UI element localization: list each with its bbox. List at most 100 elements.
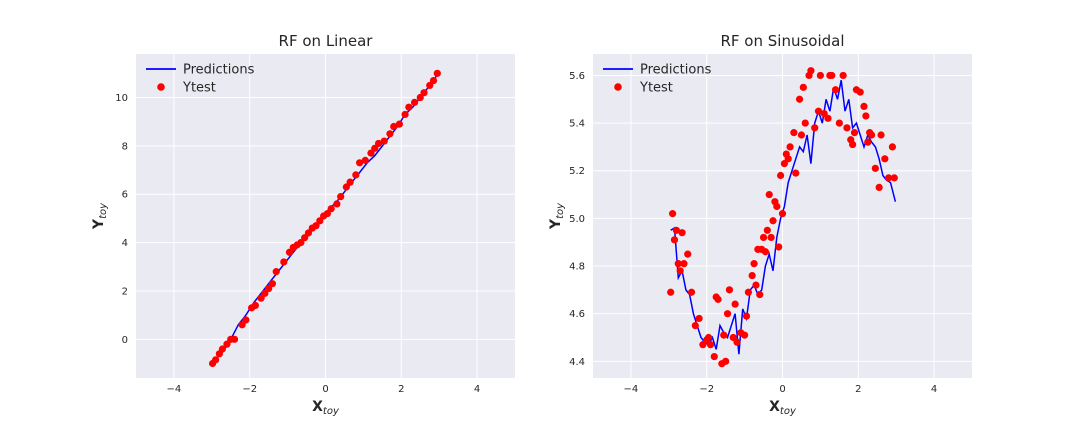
scatter-point-ytest <box>864 138 872 146</box>
scatter-point-ytest <box>676 267 684 275</box>
scatter-point-ytest <box>304 229 313 237</box>
scatter-point-ytest <box>720 331 728 339</box>
scatter-point-ytest <box>733 338 741 346</box>
x-tick-label: 0 <box>322 384 328 395</box>
scatter-point-ytest <box>386 130 394 138</box>
scatter-point-ytest <box>420 89 428 97</box>
scatter-point-ytest <box>218 345 227 353</box>
scatter-point-ytest <box>714 295 722 303</box>
x-axis-label: Xtoy <box>769 399 797 417</box>
scatter-point-ytest <box>230 335 239 343</box>
scatter-point-ytest <box>272 268 280 276</box>
x-axis-label: Xtoy <box>312 399 340 417</box>
y-tick-label: 6 <box>122 190 128 201</box>
scatter-point-ytest <box>337 193 345 201</box>
legend-marker-icon <box>614 83 622 91</box>
scatter-point-ytest <box>792 169 800 177</box>
scatter-point-ytest <box>773 202 781 211</box>
scatter-point-ytest <box>672 226 680 234</box>
scatter-point-ytest <box>759 233 768 242</box>
scatter-point-ytest <box>710 352 718 361</box>
scatter-point-ytest <box>297 238 305 247</box>
scatter-point-ytest <box>752 281 760 289</box>
scatter-point-ytest <box>777 171 785 180</box>
scatter-point-ytest <box>723 310 732 318</box>
scatter-point-ytest <box>280 258 288 266</box>
scatter-point-ytest <box>885 174 893 182</box>
scatter-point-ytest <box>761 248 770 256</box>
scatter-point-ytest <box>261 289 269 297</box>
scatter-point-ytest <box>725 286 734 294</box>
scatter-point-ytest <box>807 67 815 75</box>
y-axis-label: Ytoy <box>91 202 109 230</box>
scatter-point-ytest <box>769 217 777 225</box>
scatter-point-ytest <box>352 171 360 179</box>
y-tick-label: 10 <box>115 93 128 104</box>
scatter-point-ytest <box>323 209 331 218</box>
legend-label: Ytest <box>639 81 673 96</box>
y-axis-label: Ytoy <box>548 202 566 230</box>
legend-label: Predictions <box>183 63 255 78</box>
scatter-point-ytest <box>684 250 692 258</box>
legend: Predictions Ytest <box>146 63 255 96</box>
scatter-point-ytest <box>824 114 832 122</box>
scatter-point-ytest <box>778 210 787 218</box>
scatter-point-ytest <box>750 260 758 268</box>
scatter-point-ytest <box>356 159 364 167</box>
scatter-point-ytest <box>667 288 675 296</box>
scatter-point-ytest <box>285 248 294 256</box>
scatter-point-ytest <box>361 156 369 164</box>
scatter-point-ytest <box>849 140 857 149</box>
scatter-point-ytest <box>877 131 885 139</box>
x-tick-label: 4 <box>474 384 480 395</box>
x-tick-label: −2 <box>242 384 257 395</box>
scatter-point-ytest <box>251 301 259 310</box>
scatter-point-ytest <box>835 119 843 127</box>
scatter-point-ytest <box>888 143 897 151</box>
scatter-point-ytest <box>668 210 677 218</box>
scatter-point-ytest <box>429 76 438 85</box>
data-layer <box>208 69 441 368</box>
scatter-point-ytest <box>867 131 876 139</box>
scatter-point-ytest <box>843 124 851 132</box>
scatter-point-ytest <box>265 284 273 293</box>
x-tick-label: −4 <box>624 384 639 395</box>
scatter-point-ytest <box>816 71 825 80</box>
scatter-point-ytest <box>839 71 847 80</box>
scatter-point-ytest <box>799 83 807 91</box>
scatter-point-ytest <box>410 98 419 106</box>
scatter-point-ytest <box>765 190 773 199</box>
scatter-point-ytest <box>211 356 220 364</box>
panel-rf-on-linear: −4 −2 0 2 4 0 2 4 6 8 10 RF on Linear Xtoy Ytoy Predic… <box>91 32 515 417</box>
y-tick-label: 0 <box>122 335 128 346</box>
scatter-point-ytest <box>797 131 806 139</box>
scatter-point-ytest <box>346 178 354 186</box>
scatter-point-ytest <box>862 112 870 120</box>
scatter-point-ytest <box>433 69 441 77</box>
x-tick-label: 4 <box>931 384 937 395</box>
scatter-point-ytest <box>367 149 375 157</box>
legend: Predictions Ytest <box>603 63 712 96</box>
scatter-point-ytest <box>767 233 775 242</box>
scatter-point-ytest <box>722 357 730 365</box>
y-tick-label: 4.6 <box>569 309 585 320</box>
scatter-point-ytest <box>678 229 686 237</box>
scatter-point-ytest <box>828 71 836 80</box>
y-tick-label: 4.8 <box>569 262 585 273</box>
scatter-point-ytest <box>342 183 350 191</box>
y-tick-label: 8 <box>122 141 128 152</box>
scatter-point-ytest <box>790 129 798 137</box>
scatter-point-ytest <box>881 155 889 163</box>
scatter-point-ytest <box>312 222 320 230</box>
scatter-point-ytest <box>316 217 324 225</box>
scatter-point-ytest <box>706 341 715 349</box>
scatter-point-ytest <box>401 110 409 119</box>
x-tick-label: 2 <box>398 384 404 395</box>
scatter-point-ytest <box>238 321 246 329</box>
scatter-point-ytest <box>744 288 752 296</box>
scatter-point-ytest <box>748 271 756 280</box>
x-tick-label: 2 <box>855 384 861 395</box>
legend-label: Predictions <box>640 63 712 78</box>
scatter-point-ytest <box>327 205 335 213</box>
scatter-point-ytest <box>333 200 341 208</box>
